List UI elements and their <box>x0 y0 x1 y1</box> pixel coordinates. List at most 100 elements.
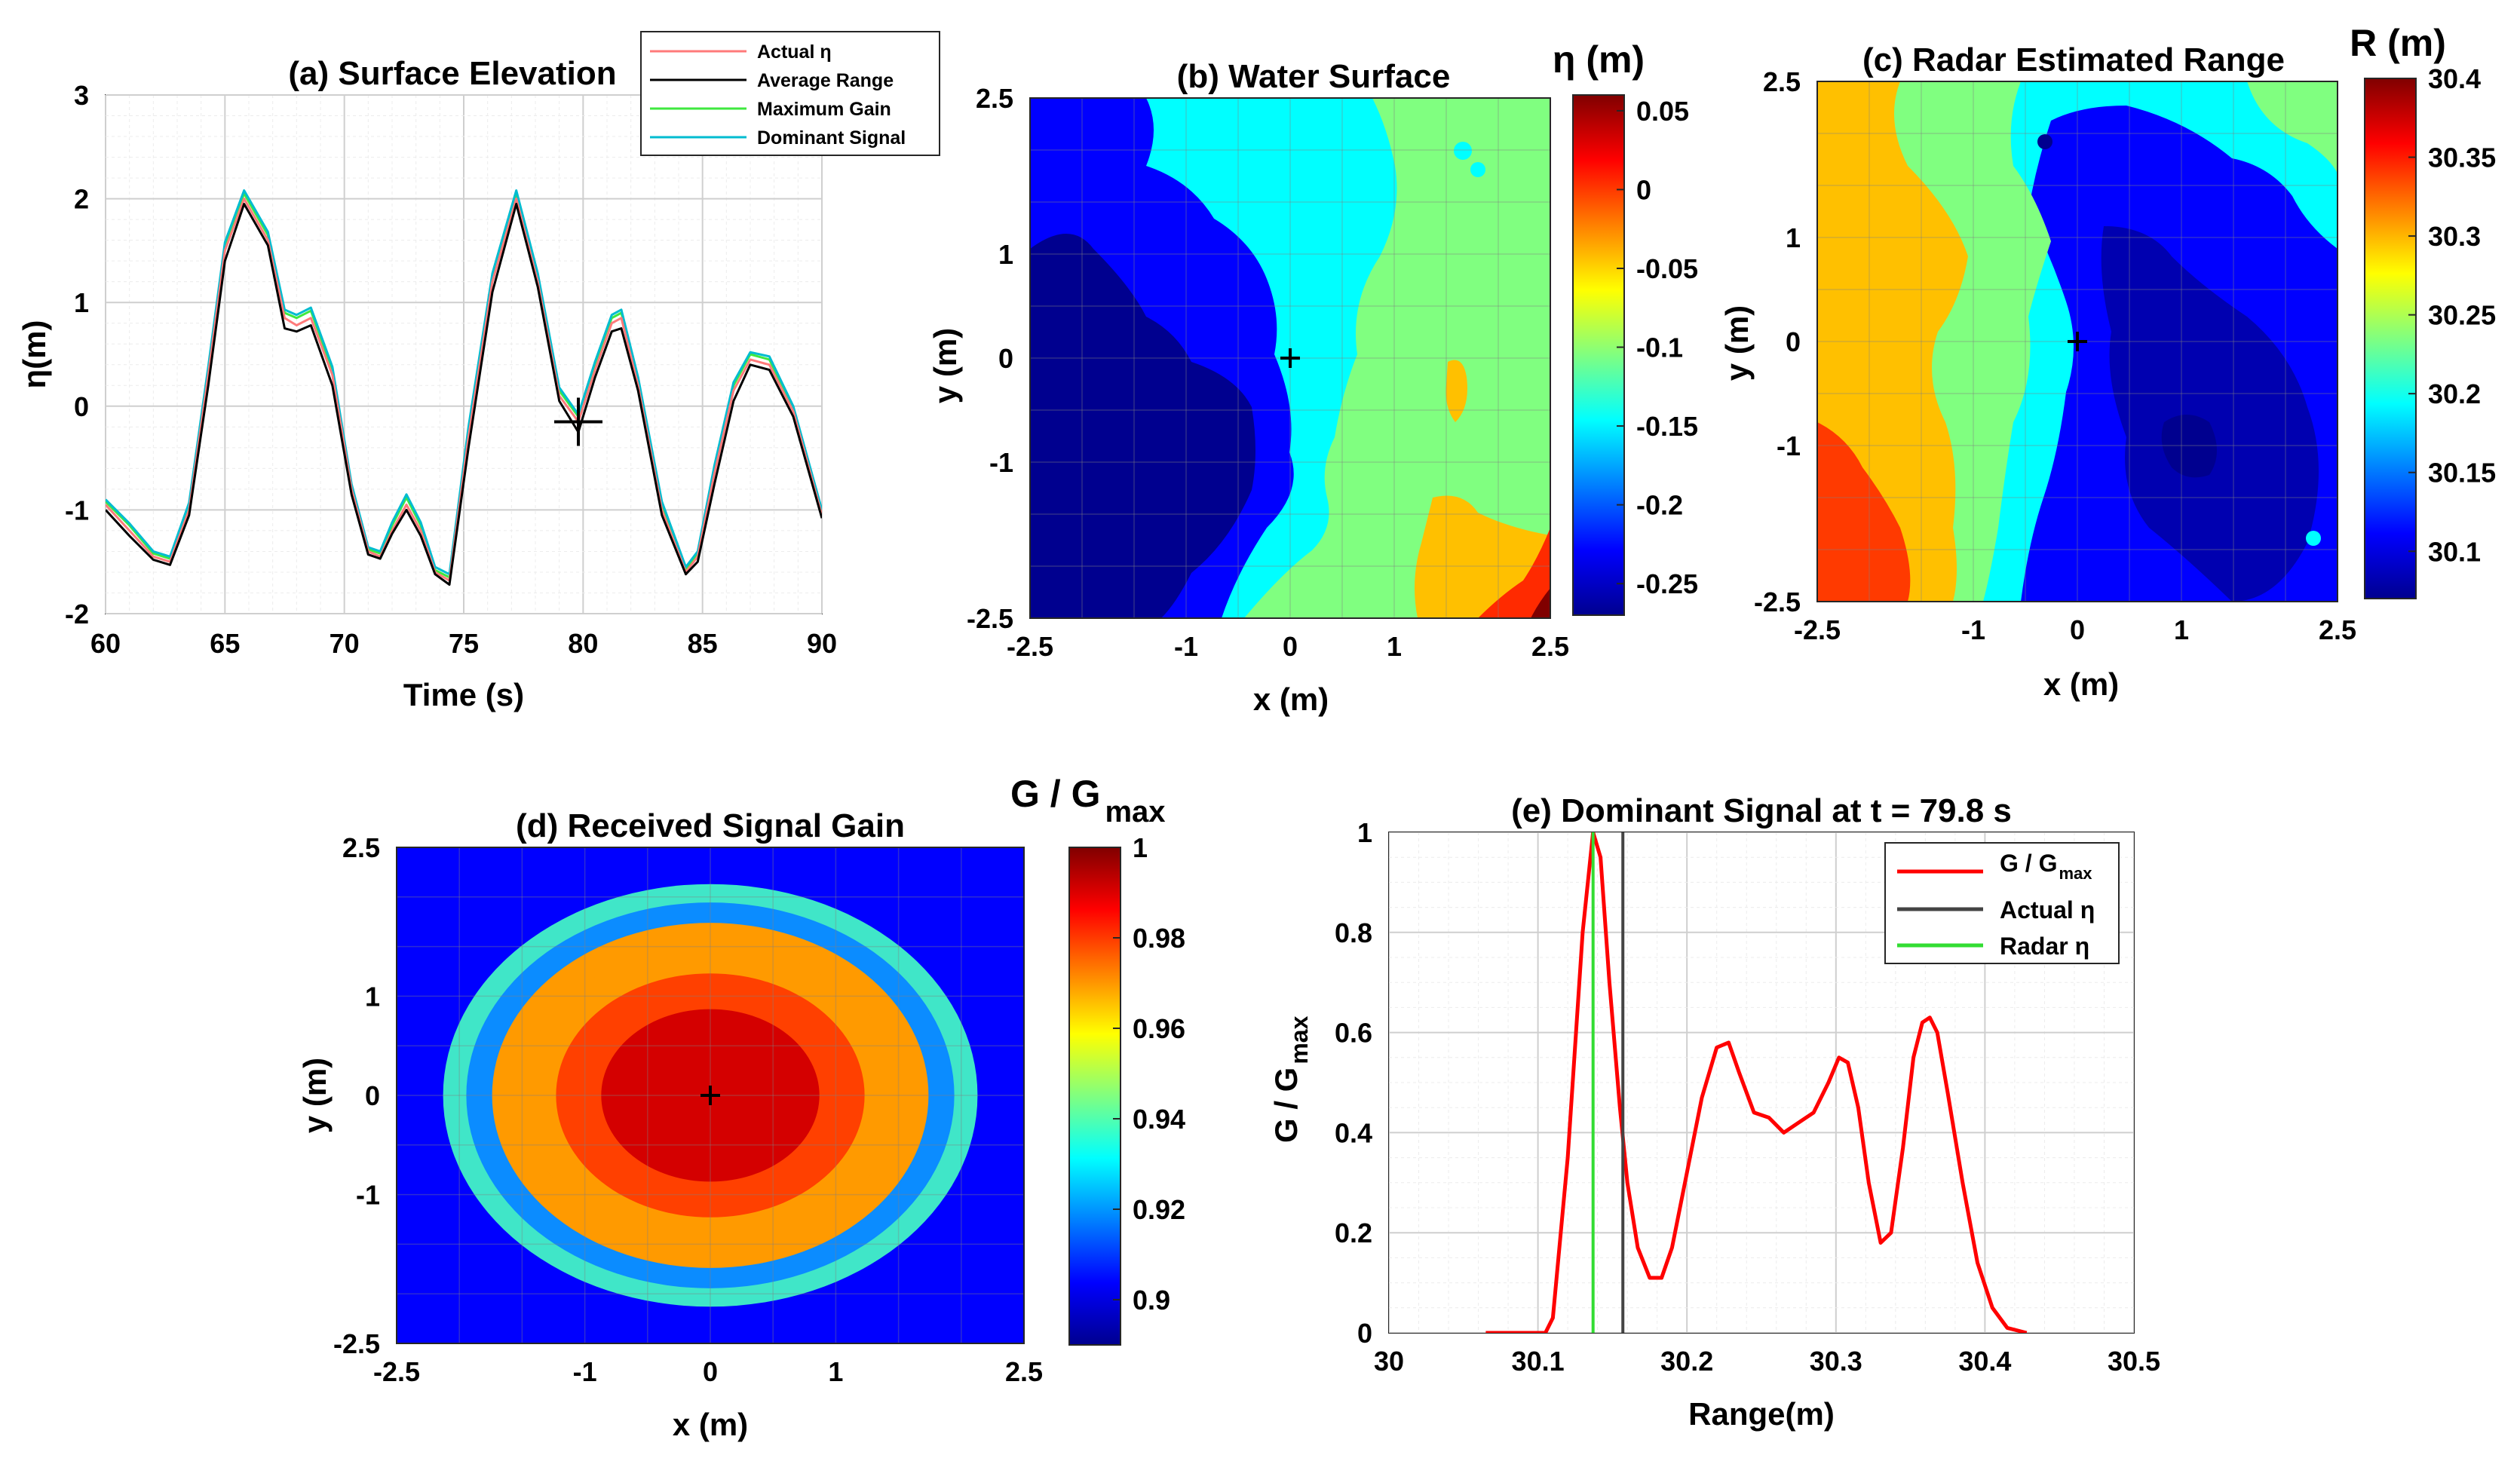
x-tick-label: 30.3 <box>1810 1346 1862 1377</box>
region-level-navy <box>2161 415 2217 478</box>
x-tick-label: 70 <box>330 628 360 659</box>
colorbar-tick-label: 0.05 <box>1636 96 1689 127</box>
colorbar-tick-label: 0.92 <box>1133 1194 1185 1225</box>
panel-a-title: (a) Surface Elevation <box>288 55 616 92</box>
panel-a-time-marker <box>554 397 602 446</box>
y-tick-label: -2.5 <box>333 1328 380 1359</box>
y-tick-label: 2.5 <box>976 83 1013 114</box>
colorbar-tick-label: 0.98 <box>1133 923 1185 954</box>
x-tick-label: -1 <box>1174 631 1198 662</box>
y-tick-label: -1 <box>1777 430 1801 461</box>
y-tick-label: 1 <box>998 239 1013 270</box>
colorbar-tick-label: 30.3 <box>2428 221 2481 252</box>
panel-e-title: (e) Dominant Signal at t = 79.8 s <box>1511 792 2012 829</box>
panel-a-surface-elevation: 60 65 70 75 80 85 90 -2 -1 0 1 2 3 (a) Surface Eleva… <box>17 31 940 712</box>
x-tick-label: 2.5 <box>1531 631 1569 662</box>
panel-b-colorbar-ticks: 0.05 0 -0.05 -0.1 -0.15 -0.2 -0.25 <box>1617 96 1698 599</box>
x-tick-label: -1 <box>573 1356 597 1387</box>
panel-b-tick-labels: -2.5 -1 0 1 2.5 -2.5 -1 0 1 2.5 <box>967 83 1569 662</box>
y-tick-label: -2.5 <box>967 603 1013 634</box>
panel-e-ylabel: G / G max <box>1268 1015 1313 1143</box>
panel-c-grid <box>1817 81 2338 602</box>
region-navy-spot <box>2037 134 2052 149</box>
x-tick-label: 30.4 <box>1958 1346 2011 1377</box>
y-tick-label: 0 <box>1786 326 1801 357</box>
region-cyan-spot-2 <box>1470 162 1485 177</box>
panel-d-xlabel: x (m) <box>673 1407 748 1442</box>
panel-c-colorbar-title: R (m) <box>2350 22 2446 64</box>
x-tick-label: 0 <box>703 1356 718 1387</box>
panel-b-center-marker <box>1280 348 1300 368</box>
legend-dominant-label: Dominant Signal <box>757 127 906 149</box>
x-tick-label: -1 <box>1961 614 1985 645</box>
y-tick-label: 0 <box>1357 1318 1372 1349</box>
y-tick-label: 1 <box>1786 222 1801 253</box>
y-tick-label: 0.8 <box>1335 917 1372 948</box>
x-tick-label: 85 <box>688 628 718 659</box>
region-level-darkred <box>1531 588 1550 618</box>
colorbar-tick-label: 30.35 <box>2428 142 2496 173</box>
y-tick-label: 1 <box>74 287 89 318</box>
series-dominant-signal <box>106 189 822 576</box>
y-tick-label: 0 <box>998 343 1013 374</box>
y-tick-label: 3 <box>74 80 89 111</box>
y-tick-label: -2 <box>65 599 89 629</box>
legend-maxgain-label: Maximum Gain <box>757 99 891 120</box>
panel-a-tick-labels: 60 65 70 75 80 85 90 -2 -1 0 1 2 3 <box>65 80 837 659</box>
x-tick-label: 30.5 <box>2108 1346 2160 1377</box>
region-level-darkblue <box>1030 234 1255 618</box>
panel-c-axes-box <box>1816 81 2338 602</box>
panel-b-contour-field <box>1030 98 1550 618</box>
y-tick-label: 0.6 <box>1335 1018 1372 1049</box>
x-tick-label: 0 <box>2070 614 2085 645</box>
panel-d-colorbar-ticks: 1 0.98 0.96 0.94 0.92 0.9 <box>1113 832 1185 1316</box>
x-tick-label: -2.5 <box>1007 631 1053 662</box>
legend-actual-label: Actual η <box>2000 896 2095 924</box>
legend-actual-label: Actual η <box>757 41 832 63</box>
x-tick-label: 90 <box>807 628 837 659</box>
colorbar-tick-label: 30.25 <box>2428 300 2496 331</box>
y-tick-label: 2.5 <box>1763 66 1801 97</box>
panel-e-series <box>1485 832 2028 1333</box>
region-cyan-spot <box>2306 531 2321 546</box>
panel-b-colorbar-title: η (m) <box>1553 38 1645 81</box>
panel-d-title: (d) Received Signal Gain <box>516 807 905 844</box>
series-actual-eta <box>106 198 822 582</box>
x-tick-label: -2.5 <box>373 1356 420 1387</box>
panel-b-water-surface: -2.5 -1 0 1 2.5 -2.5 -1 0 1 2.5 (b) Water Surface… <box>927 38 1698 717</box>
y-tick-label: 1 <box>365 981 380 1012</box>
legend-gain-label-main: G / G <box>2000 850 2057 877</box>
colorbar-tick-label: -0.25 <box>1636 568 1698 599</box>
panel-d-tick-labels: -2.5 -1 0 1 2.5 -2.5 -1 0 1 2.5 <box>333 832 1043 1387</box>
colorbar-tick-label: -0.05 <box>1636 253 1698 284</box>
panel-b-colorbar <box>1572 94 1625 616</box>
x-tick-label: 30.2 <box>1660 1346 1713 1377</box>
panel-a-series <box>106 189 822 586</box>
panel-a-ylabel: η(m) <box>17 320 52 389</box>
y-tick-label: 0.4 <box>1335 1117 1372 1148</box>
x-tick-label: 80 <box>568 628 598 659</box>
panel-b-axes-box <box>1029 97 1551 619</box>
panel-d-axes-box <box>396 847 1025 1344</box>
panel-b-grid <box>1030 98 1550 618</box>
panel-e-legend-box <box>1884 842 2120 964</box>
panel-e-legend: G / Gmax Actual η Radar η <box>1884 842 2120 964</box>
region-level-green <box>1244 98 1550 618</box>
panel-d-ylabel: y (m) <box>297 1058 333 1133</box>
panel-e-xlabel: Range(m) <box>1688 1396 1835 1432</box>
colorbar-tick-label: 0 <box>1636 174 1651 205</box>
panel-d-center-marker <box>701 1086 720 1105</box>
panel-d-colorbar-title-main: G / G <box>1010 773 1100 815</box>
x-tick-label: 1 <box>828 1356 843 1387</box>
y-tick-label: 0 <box>74 391 89 422</box>
legend-gain-label-sub: max <box>2059 864 2092 883</box>
y-tick-label: -1 <box>989 447 1013 478</box>
panel-e-ylabel-main: G / G <box>1268 1067 1304 1143</box>
x-tick-label: 2.5 <box>2319 614 2356 645</box>
region-level-orange-patch <box>1445 360 1467 422</box>
legend-radar-label: Radar η <box>2000 933 2089 960</box>
panel-d-colorbar <box>1068 847 1121 1346</box>
panel-a-legend: Actual η Average Range Maximum Gain Domi… <box>640 31 940 156</box>
